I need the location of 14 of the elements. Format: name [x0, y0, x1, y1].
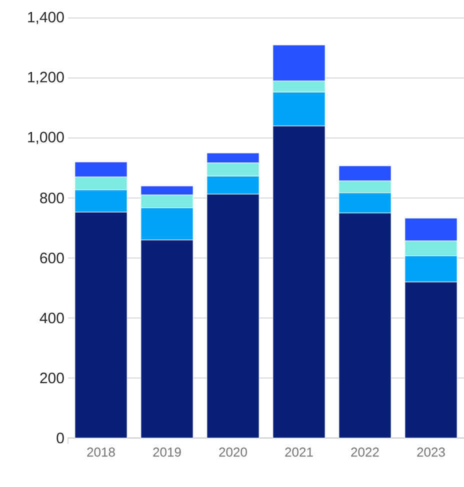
x-tick-label: 2018 — [87, 448, 115, 457]
y-tick-label: 1,200 — [28, 72, 64, 84]
x-tick-label: 2022 — [351, 448, 379, 457]
y-tick-label: 200 — [40, 372, 64, 384]
y-tick-label: 400 — [40, 312, 64, 324]
y-tick-label: 800 — [40, 192, 64, 204]
x-tick-label: 2021 — [285, 448, 313, 457]
x-tick-label: 2020 — [219, 448, 247, 457]
y-tick-label: 600 — [40, 252, 64, 264]
y-tick-label: 0 — [56, 432, 64, 444]
y-tick-label: 1,000 — [28, 132, 64, 144]
y-tick-label: 1,400 — [28, 12, 64, 24]
x-tick-label: 2023 — [417, 448, 445, 457]
x-tick-label: 2019 — [153, 448, 181, 457]
